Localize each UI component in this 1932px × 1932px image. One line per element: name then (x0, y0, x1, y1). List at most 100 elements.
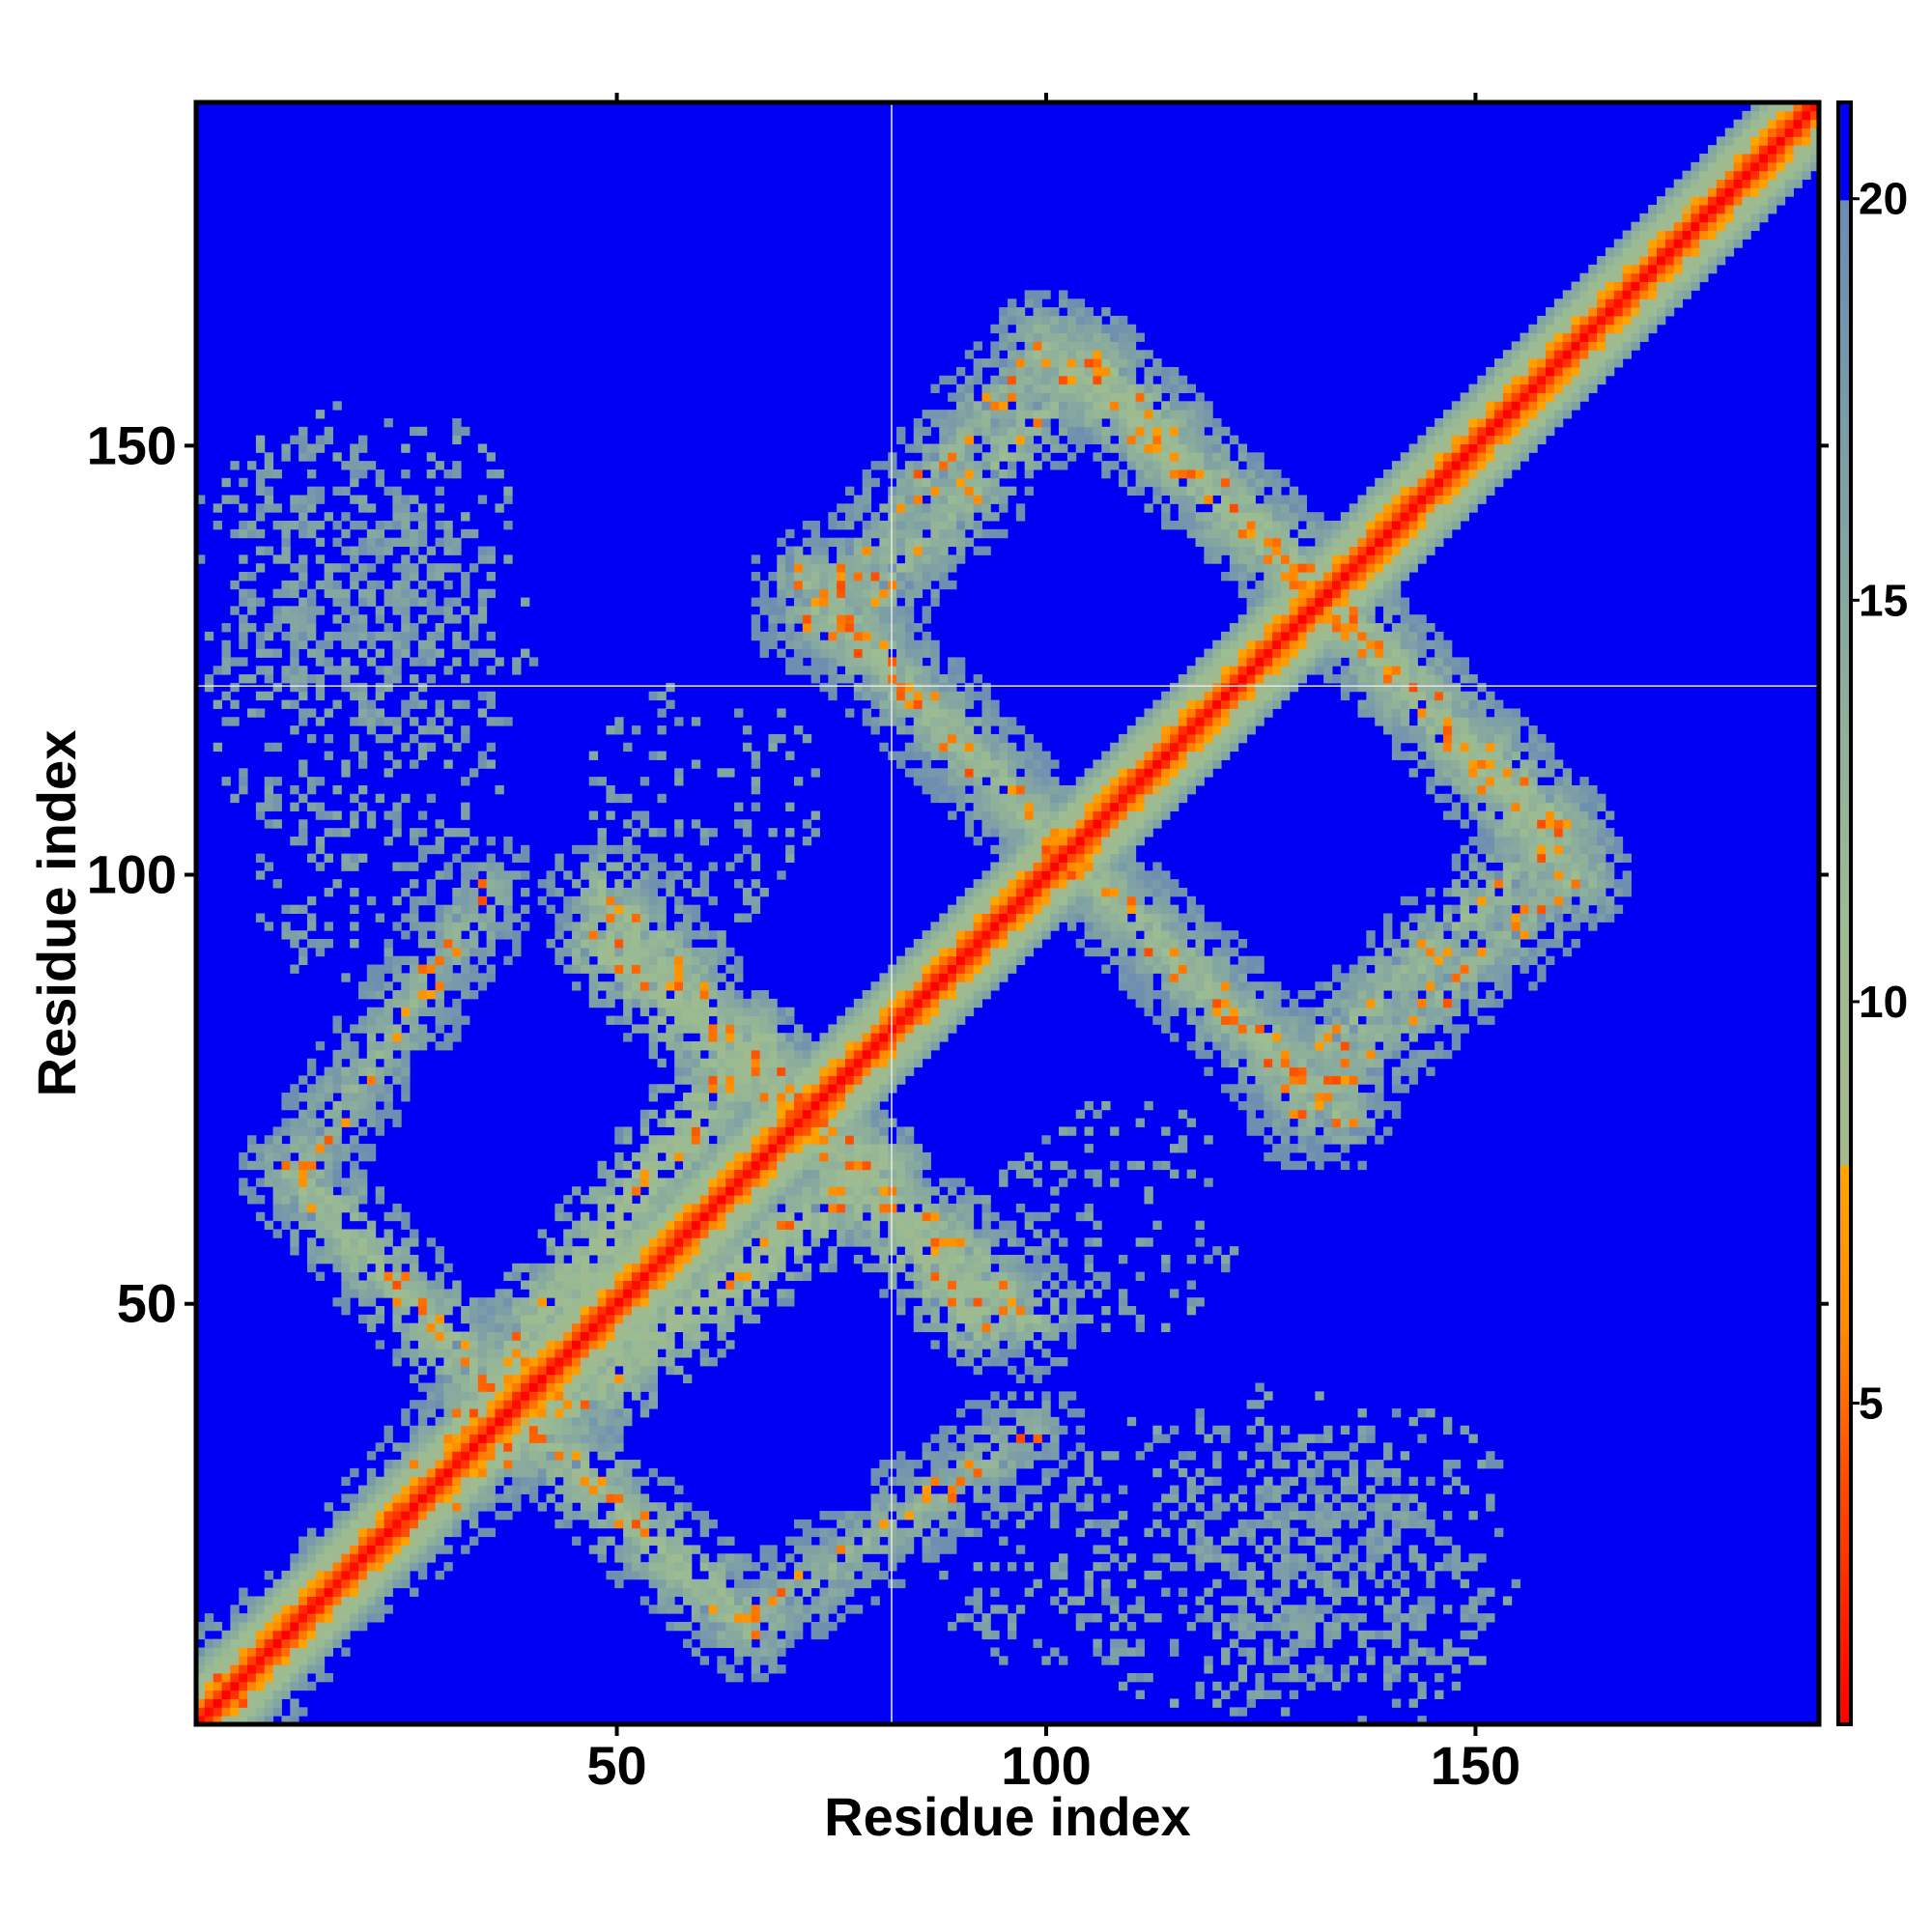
heatmap-cell (401, 1007, 411, 1017)
heatmap-cell (922, 1254, 931, 1264)
heatmap-cell (785, 1237, 795, 1247)
heatmap-cell (435, 1289, 444, 1298)
heatmap-cell (751, 1178, 761, 1187)
heatmap-cell (298, 1587, 308, 1597)
heatmap-cell (417, 699, 428, 709)
heatmap-cell (657, 1502, 667, 1512)
heatmap-cell (358, 699, 368, 709)
heatmap-cell (528, 1382, 539, 1392)
heatmap-cell (683, 1587, 693, 1597)
heatmap-cell (657, 922, 667, 931)
heatmap-cell (597, 904, 607, 914)
heatmap-cell (350, 1511, 359, 1520)
heatmap-cell (606, 1425, 615, 1435)
heatmap-cell (623, 836, 633, 846)
heatmap-cell (477, 1467, 488, 1478)
heatmap-cell (888, 580, 897, 590)
heatmap-cell (572, 1349, 582, 1358)
heatmap-cell (896, 1229, 906, 1238)
heatmap-cell (281, 1681, 291, 1691)
heatmap-cell (290, 1126, 299, 1136)
heatmap-cell (324, 939, 333, 949)
heatmap-cell (666, 1314, 675, 1324)
heatmap-cell (588, 1246, 599, 1256)
heatmap-cell (742, 1007, 753, 1017)
heatmap-cell (512, 1365, 522, 1376)
heatmap-cell (315, 836, 326, 846)
heatmap-cell (324, 1229, 333, 1238)
heatmap-cell (623, 904, 633, 914)
heatmap-cell (777, 1049, 786, 1060)
heatmap-cell (725, 1672, 735, 1683)
heatmap-cell (443, 1297, 453, 1307)
heatmap-cell (674, 1203, 684, 1213)
heatmap-cell (939, 537, 949, 548)
heatmap-cell (580, 1331, 590, 1341)
heatmap-cell (837, 503, 846, 513)
heatmap-cell (306, 1220, 317, 1230)
heatmap-cell (486, 887, 496, 897)
heatmap-cell (521, 1400, 530, 1409)
heatmap-cell (666, 1109, 675, 1120)
heatmap-cell (255, 597, 266, 607)
heatmap-cell (521, 1263, 530, 1273)
heatmap-cell (725, 1289, 735, 1298)
heatmap-cell (247, 708, 257, 718)
heatmap-cell (708, 947, 718, 957)
heatmap-cell (922, 768, 931, 778)
heatmap-cell (674, 768, 684, 778)
heatmap-cell (725, 1109, 735, 1120)
heatmap-cell (639, 879, 650, 889)
heatmap-cell (888, 1075, 897, 1085)
heatmap-cell (580, 1297, 590, 1307)
heatmap-cell (904, 1195, 915, 1205)
heatmap-cell (324, 1246, 333, 1256)
heatmap-cell (939, 793, 949, 804)
heatmap-cell (742, 1587, 753, 1597)
heatmap-cell (904, 1502, 915, 1512)
heatmap-cell (315, 717, 326, 726)
heatmap-cell (554, 1434, 564, 1443)
heatmap-cell (802, 648, 812, 658)
heatmap-cell (614, 1442, 624, 1452)
heatmap-cell (639, 1109, 650, 1120)
heatmap-cell (588, 1314, 599, 1324)
heatmap-cell (341, 486, 351, 496)
heatmap-cell (350, 853, 359, 863)
heatmap-cell (768, 1109, 778, 1120)
heatmap-cell (623, 1365, 633, 1376)
heatmap-cell (239, 1630, 248, 1640)
heatmap-cell (350, 554, 359, 564)
heatmap-cell (537, 1467, 548, 1478)
heatmap-cell (521, 870, 530, 880)
heatmap-cell (725, 1570, 735, 1580)
heatmap-cell (939, 1280, 949, 1290)
heatmap-cell (366, 657, 377, 667)
heatmap-cell (572, 1374, 582, 1384)
heatmap-cell (639, 964, 650, 974)
heatmap-cell (828, 1178, 838, 1187)
heatmap-cell (734, 1220, 744, 1230)
heatmap-cell (281, 1672, 291, 1683)
heatmap-cell (563, 1442, 573, 1452)
heatmap-cell (699, 998, 710, 1009)
heatmap-cell (888, 1280, 897, 1290)
heatmap-cell (623, 947, 633, 957)
heatmap-cell (939, 1015, 949, 1025)
heatmap-cell (435, 1314, 444, 1324)
heatmap-cell (417, 930, 428, 940)
heatmap-cell (332, 1211, 342, 1222)
heatmap-cell (896, 614, 906, 624)
heatmap-cell (751, 572, 761, 582)
heatmap-cell (879, 1093, 889, 1102)
heatmap-cell (853, 1178, 864, 1187)
heatmap-cell (614, 1322, 624, 1333)
heatmap-cell (768, 1186, 778, 1196)
heatmap-cell (358, 1178, 368, 1187)
heatmap-cell (742, 1263, 753, 1273)
heatmap-cell (862, 1562, 872, 1572)
heatmap-cell (904, 1476, 915, 1487)
heatmap-cell (537, 1460, 548, 1469)
heatmap-cell (717, 990, 726, 1000)
heatmap-cell (742, 1058, 753, 1068)
